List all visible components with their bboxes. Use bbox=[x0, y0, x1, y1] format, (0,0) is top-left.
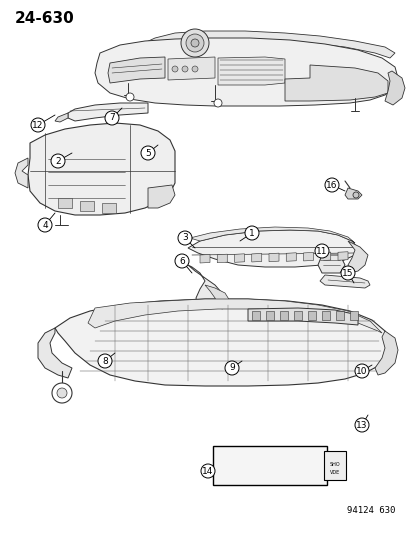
Circle shape bbox=[340, 266, 354, 280]
Text: 2: 2 bbox=[55, 157, 61, 166]
Circle shape bbox=[141, 146, 154, 160]
Polygon shape bbox=[320, 252, 330, 261]
Polygon shape bbox=[247, 308, 357, 325]
Circle shape bbox=[98, 354, 112, 368]
Circle shape bbox=[178, 231, 192, 245]
Polygon shape bbox=[55, 113, 68, 122]
Polygon shape bbox=[15, 158, 28, 188]
Circle shape bbox=[171, 66, 178, 72]
Bar bbox=[266, 311, 273, 320]
Polygon shape bbox=[38, 328, 72, 378]
Polygon shape bbox=[135, 31, 394, 58]
Bar bbox=[279, 311, 287, 320]
Bar bbox=[293, 311, 301, 320]
Circle shape bbox=[244, 226, 259, 240]
Polygon shape bbox=[251, 254, 261, 262]
Bar bbox=[307, 311, 315, 320]
Text: 6: 6 bbox=[179, 256, 185, 265]
Polygon shape bbox=[268, 253, 278, 262]
Circle shape bbox=[224, 361, 238, 375]
Text: 7: 7 bbox=[109, 114, 114, 123]
Polygon shape bbox=[319, 275, 369, 288]
Text: 1: 1 bbox=[249, 229, 254, 238]
Circle shape bbox=[185, 34, 204, 52]
Circle shape bbox=[314, 244, 328, 258]
Bar bbox=[252, 311, 259, 320]
Polygon shape bbox=[234, 254, 244, 262]
Bar bbox=[58, 198, 72, 208]
Polygon shape bbox=[108, 57, 165, 83]
Polygon shape bbox=[347, 241, 367, 273]
Text: 10: 10 bbox=[356, 367, 367, 376]
Polygon shape bbox=[199, 254, 209, 263]
Bar bbox=[102, 203, 116, 213]
Polygon shape bbox=[147, 185, 175, 208]
Text: 15: 15 bbox=[342, 269, 353, 278]
Polygon shape bbox=[218, 57, 284, 85]
Bar bbox=[321, 311, 329, 320]
Circle shape bbox=[214, 99, 221, 107]
Circle shape bbox=[31, 118, 45, 132]
Polygon shape bbox=[28, 123, 175, 215]
Text: 12: 12 bbox=[32, 120, 44, 130]
Polygon shape bbox=[285, 253, 296, 261]
Text: 3: 3 bbox=[182, 233, 188, 243]
Polygon shape bbox=[188, 265, 224, 313]
Circle shape bbox=[175, 254, 189, 268]
Circle shape bbox=[57, 388, 67, 398]
Circle shape bbox=[182, 66, 188, 72]
Polygon shape bbox=[95, 38, 397, 106]
Polygon shape bbox=[284, 65, 387, 101]
Bar bbox=[80, 201, 94, 211]
Polygon shape bbox=[190, 227, 354, 243]
Polygon shape bbox=[337, 252, 347, 260]
Polygon shape bbox=[374, 331, 397, 375]
Circle shape bbox=[190, 39, 199, 47]
Bar bbox=[349, 311, 357, 320]
Text: 11: 11 bbox=[316, 246, 327, 255]
Circle shape bbox=[354, 364, 368, 378]
Text: SHO: SHO bbox=[329, 463, 339, 467]
Polygon shape bbox=[317, 255, 344, 273]
Polygon shape bbox=[217, 254, 227, 263]
Bar bbox=[335, 311, 343, 320]
Text: 4: 4 bbox=[42, 221, 47, 230]
Text: 14: 14 bbox=[202, 466, 213, 475]
FancyBboxPatch shape bbox=[212, 446, 326, 485]
Polygon shape bbox=[168, 57, 214, 80]
Circle shape bbox=[51, 154, 65, 168]
Circle shape bbox=[180, 29, 209, 57]
Text: 8: 8 bbox=[102, 357, 108, 366]
Polygon shape bbox=[68, 103, 147, 121]
Circle shape bbox=[324, 178, 338, 192]
Circle shape bbox=[192, 66, 197, 72]
Text: 9: 9 bbox=[228, 364, 234, 373]
Text: 24-630: 24-630 bbox=[15, 11, 75, 26]
Text: 5: 5 bbox=[145, 149, 150, 157]
Polygon shape bbox=[188, 230, 357, 267]
Polygon shape bbox=[204, 285, 230, 309]
Circle shape bbox=[352, 192, 358, 198]
Polygon shape bbox=[303, 253, 313, 261]
Circle shape bbox=[38, 218, 52, 232]
Text: VDE: VDE bbox=[329, 470, 339, 474]
Circle shape bbox=[354, 418, 368, 432]
Polygon shape bbox=[88, 299, 381, 333]
Circle shape bbox=[105, 111, 119, 125]
Polygon shape bbox=[344, 188, 361, 199]
Circle shape bbox=[201, 464, 214, 478]
Circle shape bbox=[126, 93, 134, 101]
Text: 16: 16 bbox=[325, 181, 337, 190]
Text: 13: 13 bbox=[356, 421, 367, 430]
Polygon shape bbox=[384, 71, 404, 105]
FancyBboxPatch shape bbox=[323, 451, 345, 480]
Polygon shape bbox=[55, 299, 389, 386]
Circle shape bbox=[52, 383, 72, 403]
Text: 94124 630: 94124 630 bbox=[346, 506, 394, 515]
